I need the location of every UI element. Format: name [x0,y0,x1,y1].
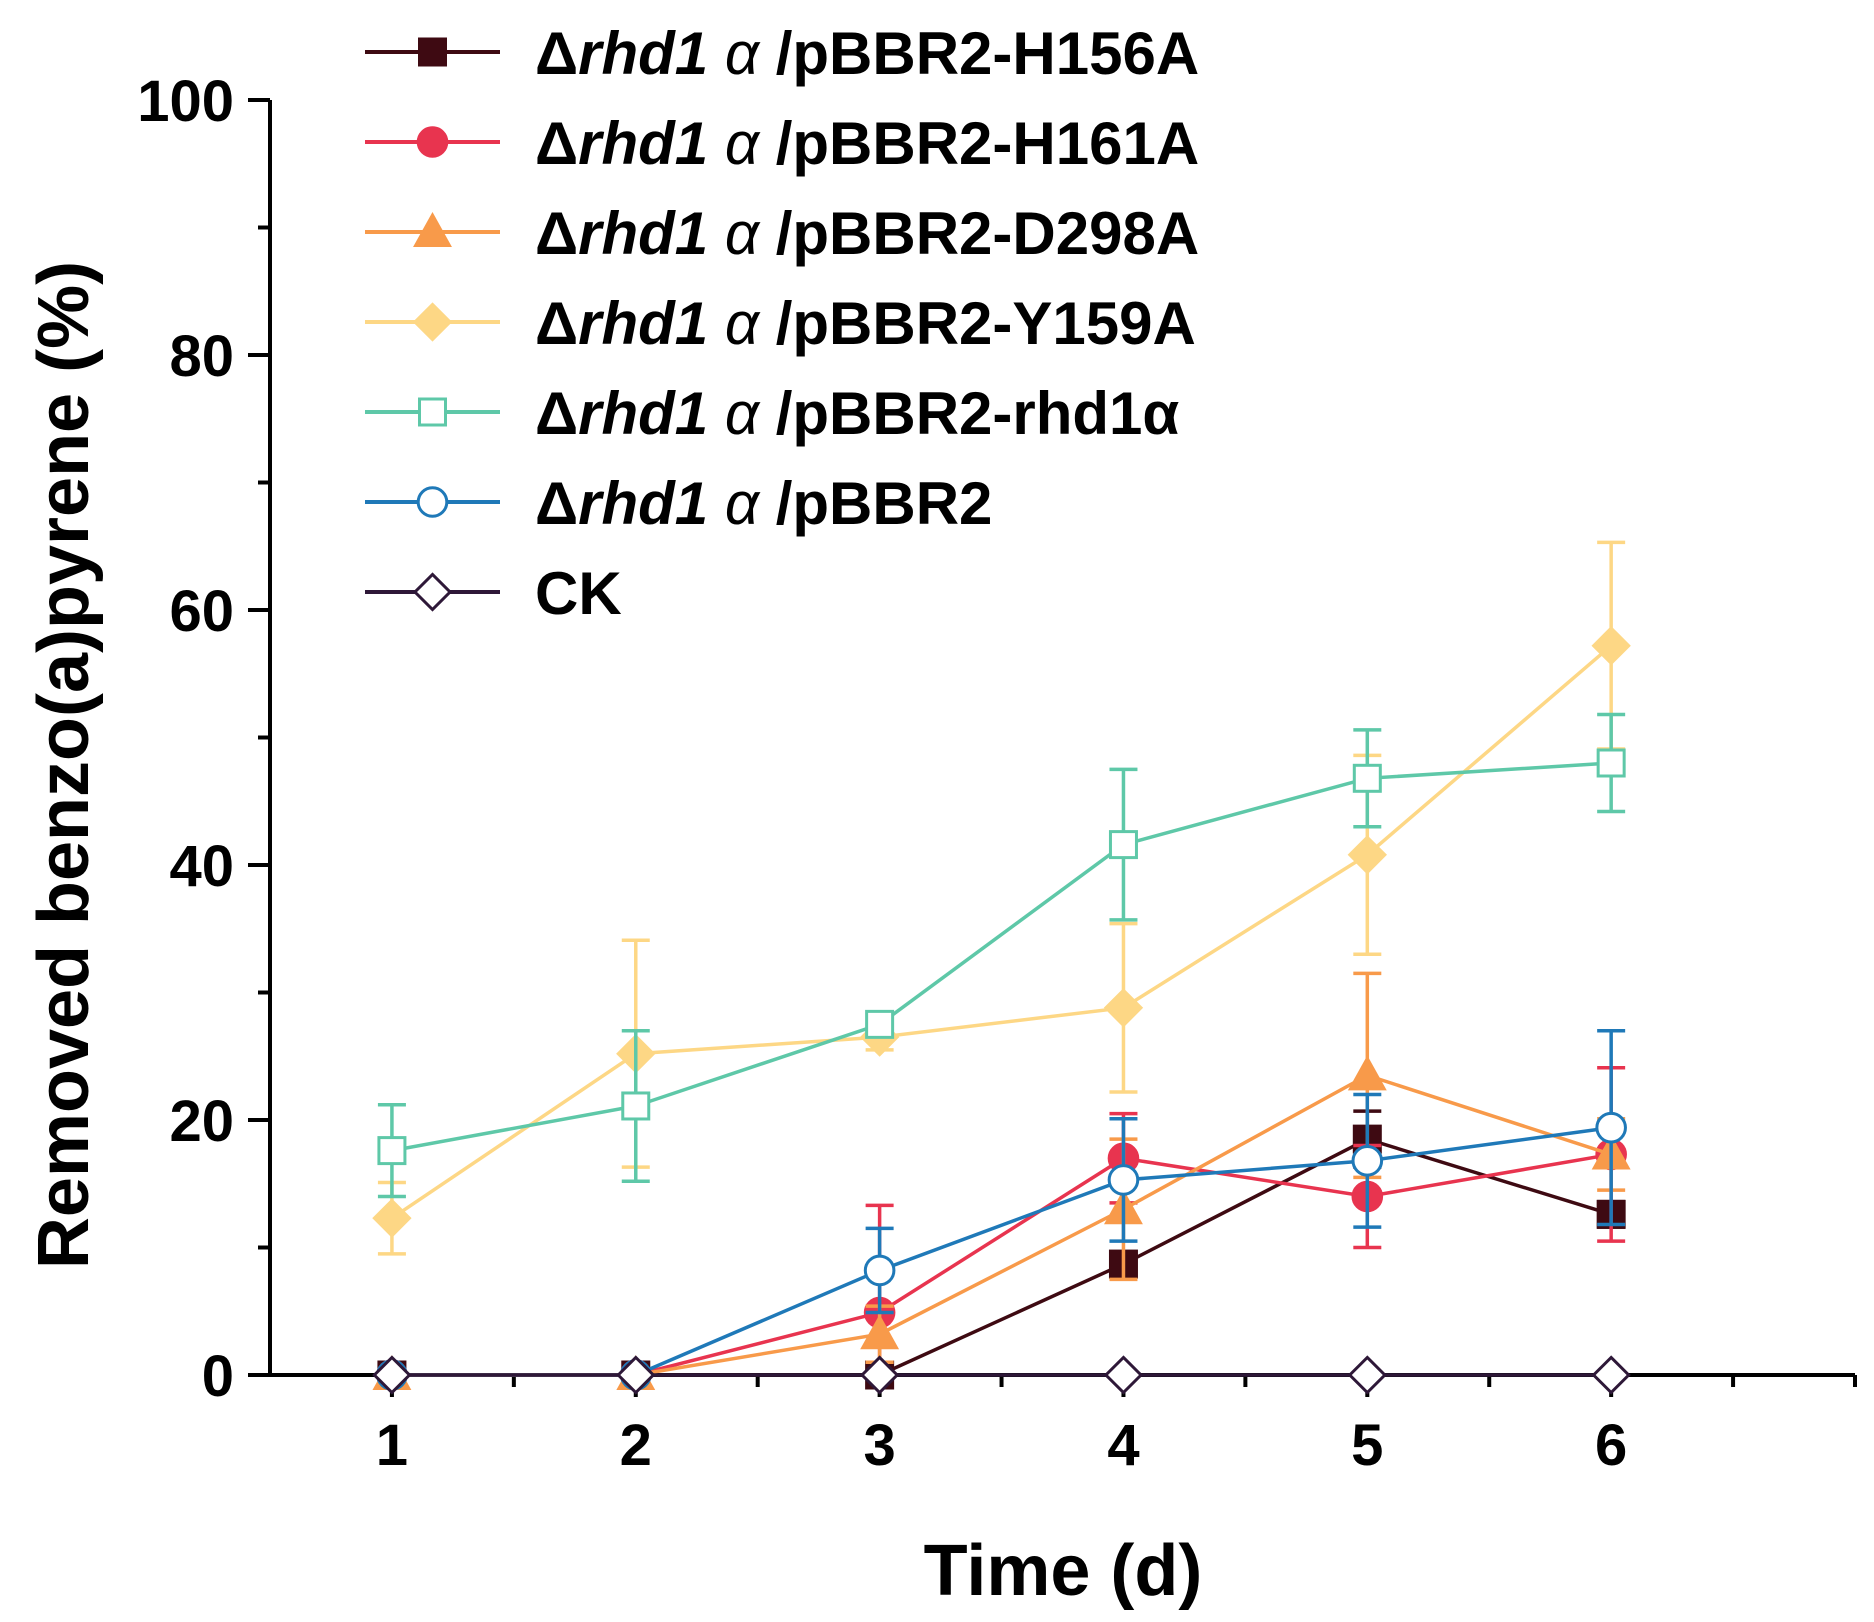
legend-label: Δrhd1 α /pBBR2-Y159A [535,290,1196,357]
data-point [1103,1355,1144,1395]
legend-entry: Δrhd1 α /pBBR2-Y159A [365,290,1196,357]
y-tick-label: 60 [169,579,234,644]
data-point [860,1314,900,1350]
series-5 [377,712,1626,1199]
data-point [616,1355,656,1395]
data-point [377,1136,407,1166]
legend-entry: Δrhd1 α /pBBR2-H156A [365,20,1199,87]
series-line [391,761,1612,1153]
legend-marker [418,397,447,427]
data-point [1347,1055,1387,1091]
series-layer [372,540,1631,1395]
legend-marker [412,302,453,342]
legend-entry: Δrhd1 α /pBBR2-D298A [365,200,1199,267]
y-tick-label: 0 [202,1344,234,1409]
legend-label: Δrhd1 α /pBBR2 [535,470,992,537]
data-point [1347,1355,1387,1395]
data-point [1352,763,1382,793]
legend-marker [413,212,452,248]
x-tick-label: 5 [1351,1413,1383,1478]
x-tick-label: 1 [376,1413,408,1478]
x-tick-label: 3 [863,1413,895,1478]
series-line [390,644,1613,1220]
data-point [863,1254,896,1287]
legend-marker [412,572,453,612]
legend-label: Δrhd1 α /pBBR2-H161A [535,110,1199,177]
x-tick-label: 6 [1595,1413,1627,1478]
y-tick-label: 20 [169,1089,234,1154]
legend-entry: CK [365,560,622,627]
series-7 [372,1355,1631,1395]
x-tick-label: 4 [1107,1413,1139,1478]
data-point [1103,988,1144,1028]
data-point [859,1355,900,1395]
data-point [1351,1145,1384,1177]
legend-entry: Δrhd1 α /pBBR2-H161A [365,110,1199,177]
legend-marker [418,37,447,67]
data-point [621,1091,651,1121]
x-axis-label: Time (d) [924,1531,1203,1611]
data-point [372,1355,412,1395]
data-point [1107,1164,1140,1196]
legend: Δrhd1 α /pBBR2-H156A Δrhd1 α /pBBR2-H161A… [365,20,1199,627]
data-point [1591,1355,1631,1395]
legend-marker [416,486,449,518]
data-point [865,1009,895,1039]
legend-entry: Δrhd1 α /pBBR2 [365,470,992,537]
y-tick-label: 40 [169,834,234,899]
data-point [372,1198,412,1238]
data-point [1591,626,1631,666]
legend-label: Δrhd1 α /pBBR2-rhd1α [535,380,1179,447]
legend-label: Δrhd1 α /pBBR2-D298A [535,200,1199,267]
y-tick-label: 80 [169,324,234,389]
legend-label: Δrhd1 α /pBBR2-H156A [535,20,1199,87]
x-tick-label: 2 [620,1413,652,1478]
legend-label: CK [535,560,622,627]
legend-entry: Δrhd1 α /pBBR2-rhd1α [365,380,1179,447]
legend-marker [416,126,449,158]
data-point [1108,830,1138,860]
y-tick-label: 100 [137,69,234,134]
y-axis-label: Removed benzo(a)pyrene (%) [24,261,104,1269]
data-point [1347,835,1387,875]
data-point [1596,748,1626,778]
data-point [1595,1111,1627,1144]
